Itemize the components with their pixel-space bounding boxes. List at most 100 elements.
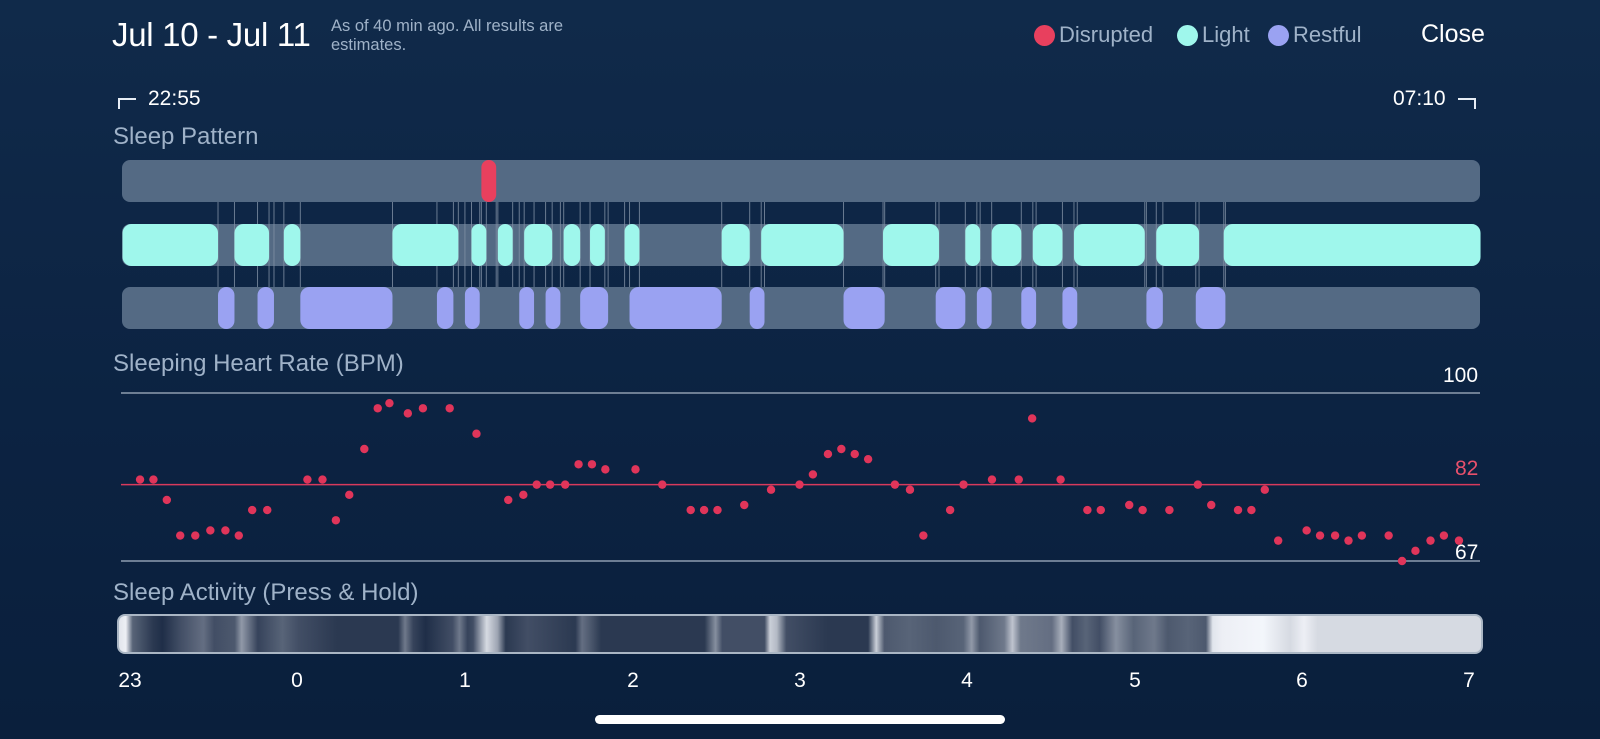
- legend-light: Light: [1177, 22, 1250, 48]
- heart-rate-point: [686, 505, 695, 515]
- heart-rate-point: [1165, 505, 1174, 515]
- heart-rate-point: [135, 475, 145, 484]
- heart-rate-point: [247, 505, 257, 515]
- legend-restful: Restful: [1268, 22, 1361, 48]
- heart-rate-point: [560, 480, 570, 489]
- heart-rate-point: [919, 531, 928, 540]
- heart-rate-point: [905, 485, 915, 494]
- heart-rate-point: [1384, 531, 1393, 540]
- heart-rate-point: [234, 531, 243, 540]
- hour-label-0: 0: [291, 669, 303, 692]
- light-segment: [471, 224, 487, 266]
- heart-rate-point: [795, 480, 804, 489]
- heart-rate-point: [1273, 536, 1283, 545]
- home-indicator[interactable]: [595, 715, 1005, 724]
- heart-rate-point: [162, 495, 172, 505]
- heart-rate-point: [1247, 505, 1256, 515]
- restful-segment: [976, 287, 992, 329]
- heart-rate-point: [545, 480, 555, 489]
- restful-segment: [218, 287, 235, 329]
- heart-rate-point: [385, 398, 394, 408]
- heart-rate-point: [1260, 485, 1270, 494]
- heart-rate-point: [601, 465, 610, 474]
- heart-rate-point: [263, 505, 272, 515]
- heart-rate-chart[interactable]: [0, 0, 1600, 600]
- heart-rate-point: [766, 485, 776, 494]
- light-segment: [965, 224, 981, 266]
- heart-rate-point: [1302, 526, 1311, 535]
- disrupted-dot-icon: [1034, 24, 1055, 46]
- heart-rate-point: [1125, 500, 1134, 510]
- sleep-end-time: 07:10: [1393, 87, 1476, 111]
- legend-disrupted: Disrupted: [1034, 22, 1153, 48]
- bracket-start-icon: [118, 98, 136, 109]
- hour-label-4: 4: [961, 669, 973, 692]
- heart-rate-point: [1014, 475, 1023, 484]
- heart-rate-point: [959, 480, 968, 489]
- end-time-text: 07:10: [1393, 87, 1446, 110]
- heart-rate-point: [850, 449, 859, 459]
- disrupted-track[interactable]: [122, 160, 1480, 202]
- hour-label-7: 7: [1463, 669, 1475, 692]
- heart-rate-point: [373, 404, 382, 413]
- light-segment: [624, 224, 640, 266]
- restful-segment: [545, 287, 561, 329]
- start-time-text: 22:55: [148, 87, 201, 110]
- heart-rate-point: [176, 531, 185, 540]
- heart-rate-point: [808, 470, 818, 479]
- restful-segment: [843, 287, 885, 329]
- heart-rate-point: [587, 460, 597, 469]
- light-segment: [721, 224, 750, 266]
- heart-rate-point: [318, 475, 327, 484]
- heart-rate-point: [1193, 480, 1203, 489]
- hour-label-6: 6: [1296, 669, 1308, 692]
- heart-rate-point: [418, 404, 428, 413]
- date-range-title: Jul 10 - Jul 11: [112, 16, 311, 53]
- light-segment: [563, 224, 581, 266]
- legend-restful-label: Restful: [1293, 22, 1362, 47]
- hr-average-label: 82: [1455, 457, 1479, 480]
- heart-rate-point: [574, 460, 583, 469]
- heart-rate-point: [890, 480, 900, 489]
- heart-rate-point: [1397, 556, 1407, 566]
- heart-rate-point: [504, 495, 513, 505]
- sleep-activity-title: Sleep Activity (Press & Hold): [113, 579, 419, 606]
- heart-rate-point: [532, 480, 541, 489]
- light-segment: [1073, 224, 1145, 266]
- heart-rate-point: [1411, 546, 1420, 556]
- disrupted-segment: [481, 160, 497, 202]
- heart-rate-point: [713, 505, 722, 515]
- bracket-end-icon: [1457, 98, 1476, 109]
- heart-rate-point: [445, 404, 454, 413]
- light-segment: [590, 224, 605, 266]
- hr-max-label: 100: [1443, 364, 1479, 387]
- restful-segment: [935, 287, 966, 329]
- heart-rate-point: [631, 465, 640, 474]
- light-segment: [1156, 224, 1200, 266]
- heart-rate-point: [1096, 505, 1105, 515]
- light-segment: [122, 224, 219, 266]
- close-button[interactable]: Close: [1421, 20, 1485, 48]
- heart-rate-point: [1056, 475, 1065, 484]
- sleep-activity-bar[interactable]: [117, 614, 1483, 654]
- heart-rate-point: [837, 444, 846, 454]
- heart-rate-point: [740, 500, 749, 510]
- light-segment: [1032, 224, 1063, 266]
- restful-dot-icon: [1268, 24, 1289, 46]
- restful-segment: [629, 287, 722, 329]
- hour-label-2: 2: [627, 669, 639, 692]
- heart-rate-point: [149, 475, 158, 484]
- sleep-start-time: 22:55: [118, 87, 201, 111]
- heart-rate-point: [658, 480, 667, 489]
- heart-rate-point: [331, 516, 341, 525]
- light-segment: [991, 224, 1022, 266]
- hour-label-1: 1: [459, 669, 471, 692]
- legend-disrupted-label: Disrupted: [1059, 22, 1154, 47]
- heart-rate-point: [1439, 531, 1449, 540]
- sleep-pattern-title: Sleep Pattern: [113, 123, 259, 150]
- heart-rate-point: [1426, 536, 1435, 545]
- heart-rate-point: [1315, 531, 1325, 540]
- restful-segment: [580, 287, 609, 329]
- restful-segment: [1021, 287, 1037, 329]
- light-segment: [283, 224, 301, 266]
